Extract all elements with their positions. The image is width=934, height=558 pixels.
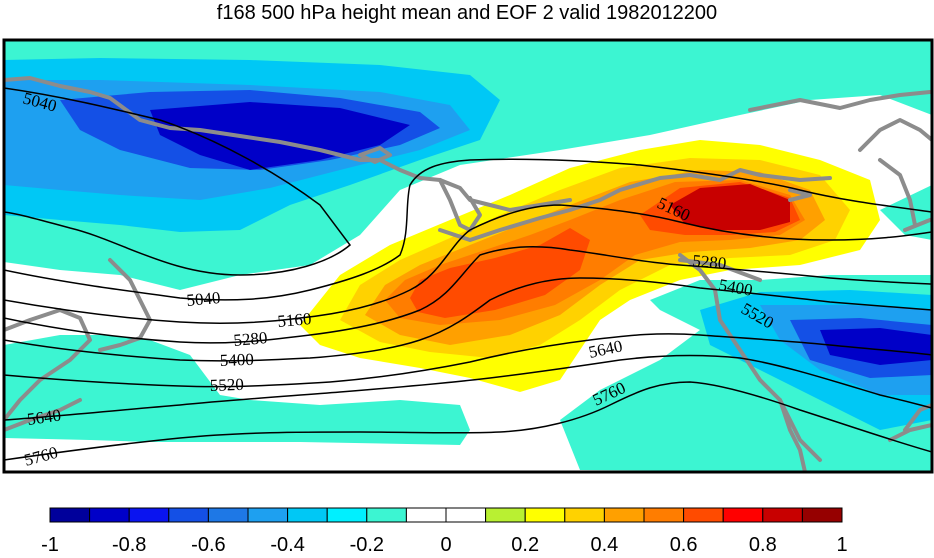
contour-label: 5280 — [692, 251, 728, 273]
contour-5520 — [4, 333, 932, 388]
colorbar-swatch — [762, 507, 803, 523]
contour-label: 5400 — [219, 350, 254, 370]
colorbar-tick-label: -0.4 — [270, 534, 305, 556]
map-frame — [2, 38, 934, 474]
colorbar-swatch — [366, 507, 407, 523]
colorbar-swatch — [564, 507, 605, 523]
colorbar-swatch — [168, 507, 209, 523]
colorbar-swatch — [49, 507, 91, 523]
colorbar-tick-label: 0.4 — [590, 534, 619, 556]
coastline-mexico — [888, 423, 932, 442]
coastline-greenland-ish — [858, 118, 932, 152]
colorbar-tick-label: 0.6 — [669, 534, 698, 556]
coastline-bc — [678, 258, 762, 282]
colorbar-tick-label: -0.2 — [349, 534, 385, 556]
colorbar-swatch — [128, 507, 170, 523]
colorbar-tick-label: 0.2 — [511, 534, 540, 556]
shade-darkblue-southeast — [820, 328, 932, 365]
colorbar-tick-label: -0.6 — [191, 534, 226, 556]
map-title: f168 500 hPa height mean and EOF 2 valid… — [216, 2, 718, 24]
shade-red-west — [410, 228, 590, 318]
coastline-kamchatka — [438, 178, 482, 232]
contour-5160 — [4, 204, 932, 324]
shade-cyan-southwest — [4, 335, 470, 445]
contour-5040-north — [4, 87, 352, 276]
colorbar-swatch — [287, 507, 328, 523]
contour-5280 — [4, 245, 932, 344]
colorbar — [49, 507, 843, 523]
coastline-baja — [778, 398, 822, 462]
colorbar-swatch — [801, 507, 843, 523]
coastline-alaska — [438, 168, 832, 242]
coastline-arctic-islands — [748, 90, 932, 112]
colorbar-swatch — [643, 507, 685, 523]
colorbar-tick-label: 0 — [440, 534, 452, 556]
shade-darkblue-north — [150, 102, 410, 170]
contour-5040-west — [4, 158, 932, 301]
colorbar-swatch — [207, 507, 249, 523]
contour-label: 5520 — [209, 375, 244, 395]
colorbar-swatch — [524, 507, 566, 523]
contour-label: 5640 — [26, 405, 62, 429]
colorbar-swatch — [722, 507, 764, 523]
coastline-hudson-east — [903, 218, 932, 232]
contour-5760 — [4, 381, 932, 461]
contour-5400 — [4, 277, 932, 362]
contour-5640 — [4, 354, 932, 421]
coastline-asia-east — [4, 76, 572, 212]
colorbar-swatch — [683, 507, 724, 523]
coastline-north-america-west — [678, 253, 807, 472]
shade-darkred — [670, 184, 790, 230]
coastline-west-sea — [4, 398, 82, 432]
coastline-korea-china — [4, 308, 92, 422]
colorbar-swatch — [485, 507, 526, 523]
colorbar-swatch — [603, 507, 645, 523]
contour-label: 5040 — [186, 288, 222, 310]
colorbar-swatch — [247, 507, 289, 523]
coastlines — [4, 76, 932, 472]
coastline-lake — [358, 146, 392, 164]
height-contours — [4, 87, 932, 461]
colorbar-swatch — [445, 507, 487, 523]
colorbar-tick-label: -1 — [41, 534, 59, 556]
colorbar-swatch — [89, 507, 130, 523]
colorbar-tick-label: -0.8 — [111, 534, 147, 556]
contour-label: 5280 — [233, 328, 269, 350]
colorbar-swatch — [326, 507, 368, 523]
colorbar-tick-label: 0.8 — [748, 534, 777, 556]
colorbar-swatch — [405, 507, 447, 523]
colorbar-tick-label: 1 — [836, 534, 848, 556]
coastline-gulf-alaska — [788, 188, 812, 202]
contour-label: 5160 — [277, 309, 313, 331]
coastline-hudson — [878, 158, 917, 227]
